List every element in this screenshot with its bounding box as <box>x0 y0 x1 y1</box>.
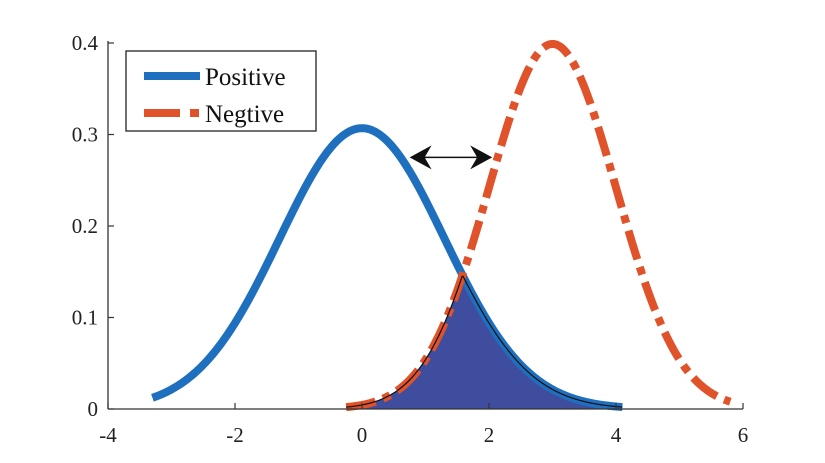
legend-label-positive: Positive <box>205 64 286 91</box>
separation-arrow <box>409 145 493 170</box>
curve-positive <box>151 124 623 412</box>
legend: Positive Negtive <box>125 50 317 132</box>
arrow-head-left <box>409 145 432 170</box>
y-tick-label: 0.4 <box>72 31 99 55</box>
y-tick-label: 0 <box>88 397 99 421</box>
x-tick-label: -2 <box>226 423 244 447</box>
overlap-fill <box>346 276 623 409</box>
x-tick-label: 2 <box>484 423 495 447</box>
x-tick-label: 0 <box>357 423 368 447</box>
overlap-shaded-area <box>346 276 623 409</box>
x-tick-label: -4 <box>99 423 117 447</box>
y-tick-label: 0.3 <box>72 123 98 147</box>
y-tick-label: 0.1 <box>72 306 98 330</box>
overlap-outline <box>346 275 623 408</box>
curve-negative <box>345 39 732 412</box>
legend-box <box>125 50 317 132</box>
arrow-head-right <box>470 145 493 170</box>
curves <box>151 39 732 412</box>
legend-label-negative: Negtive <box>205 101 284 128</box>
y-tick-label: 0.2 <box>72 214 98 238</box>
axes: -4 -2 0 2 4 6 0 0.1 0.2 0.3 0.4 <box>72 31 749 447</box>
x-tick-label: 4 <box>611 423 622 447</box>
x-tick-label: 6 <box>738 423 749 447</box>
